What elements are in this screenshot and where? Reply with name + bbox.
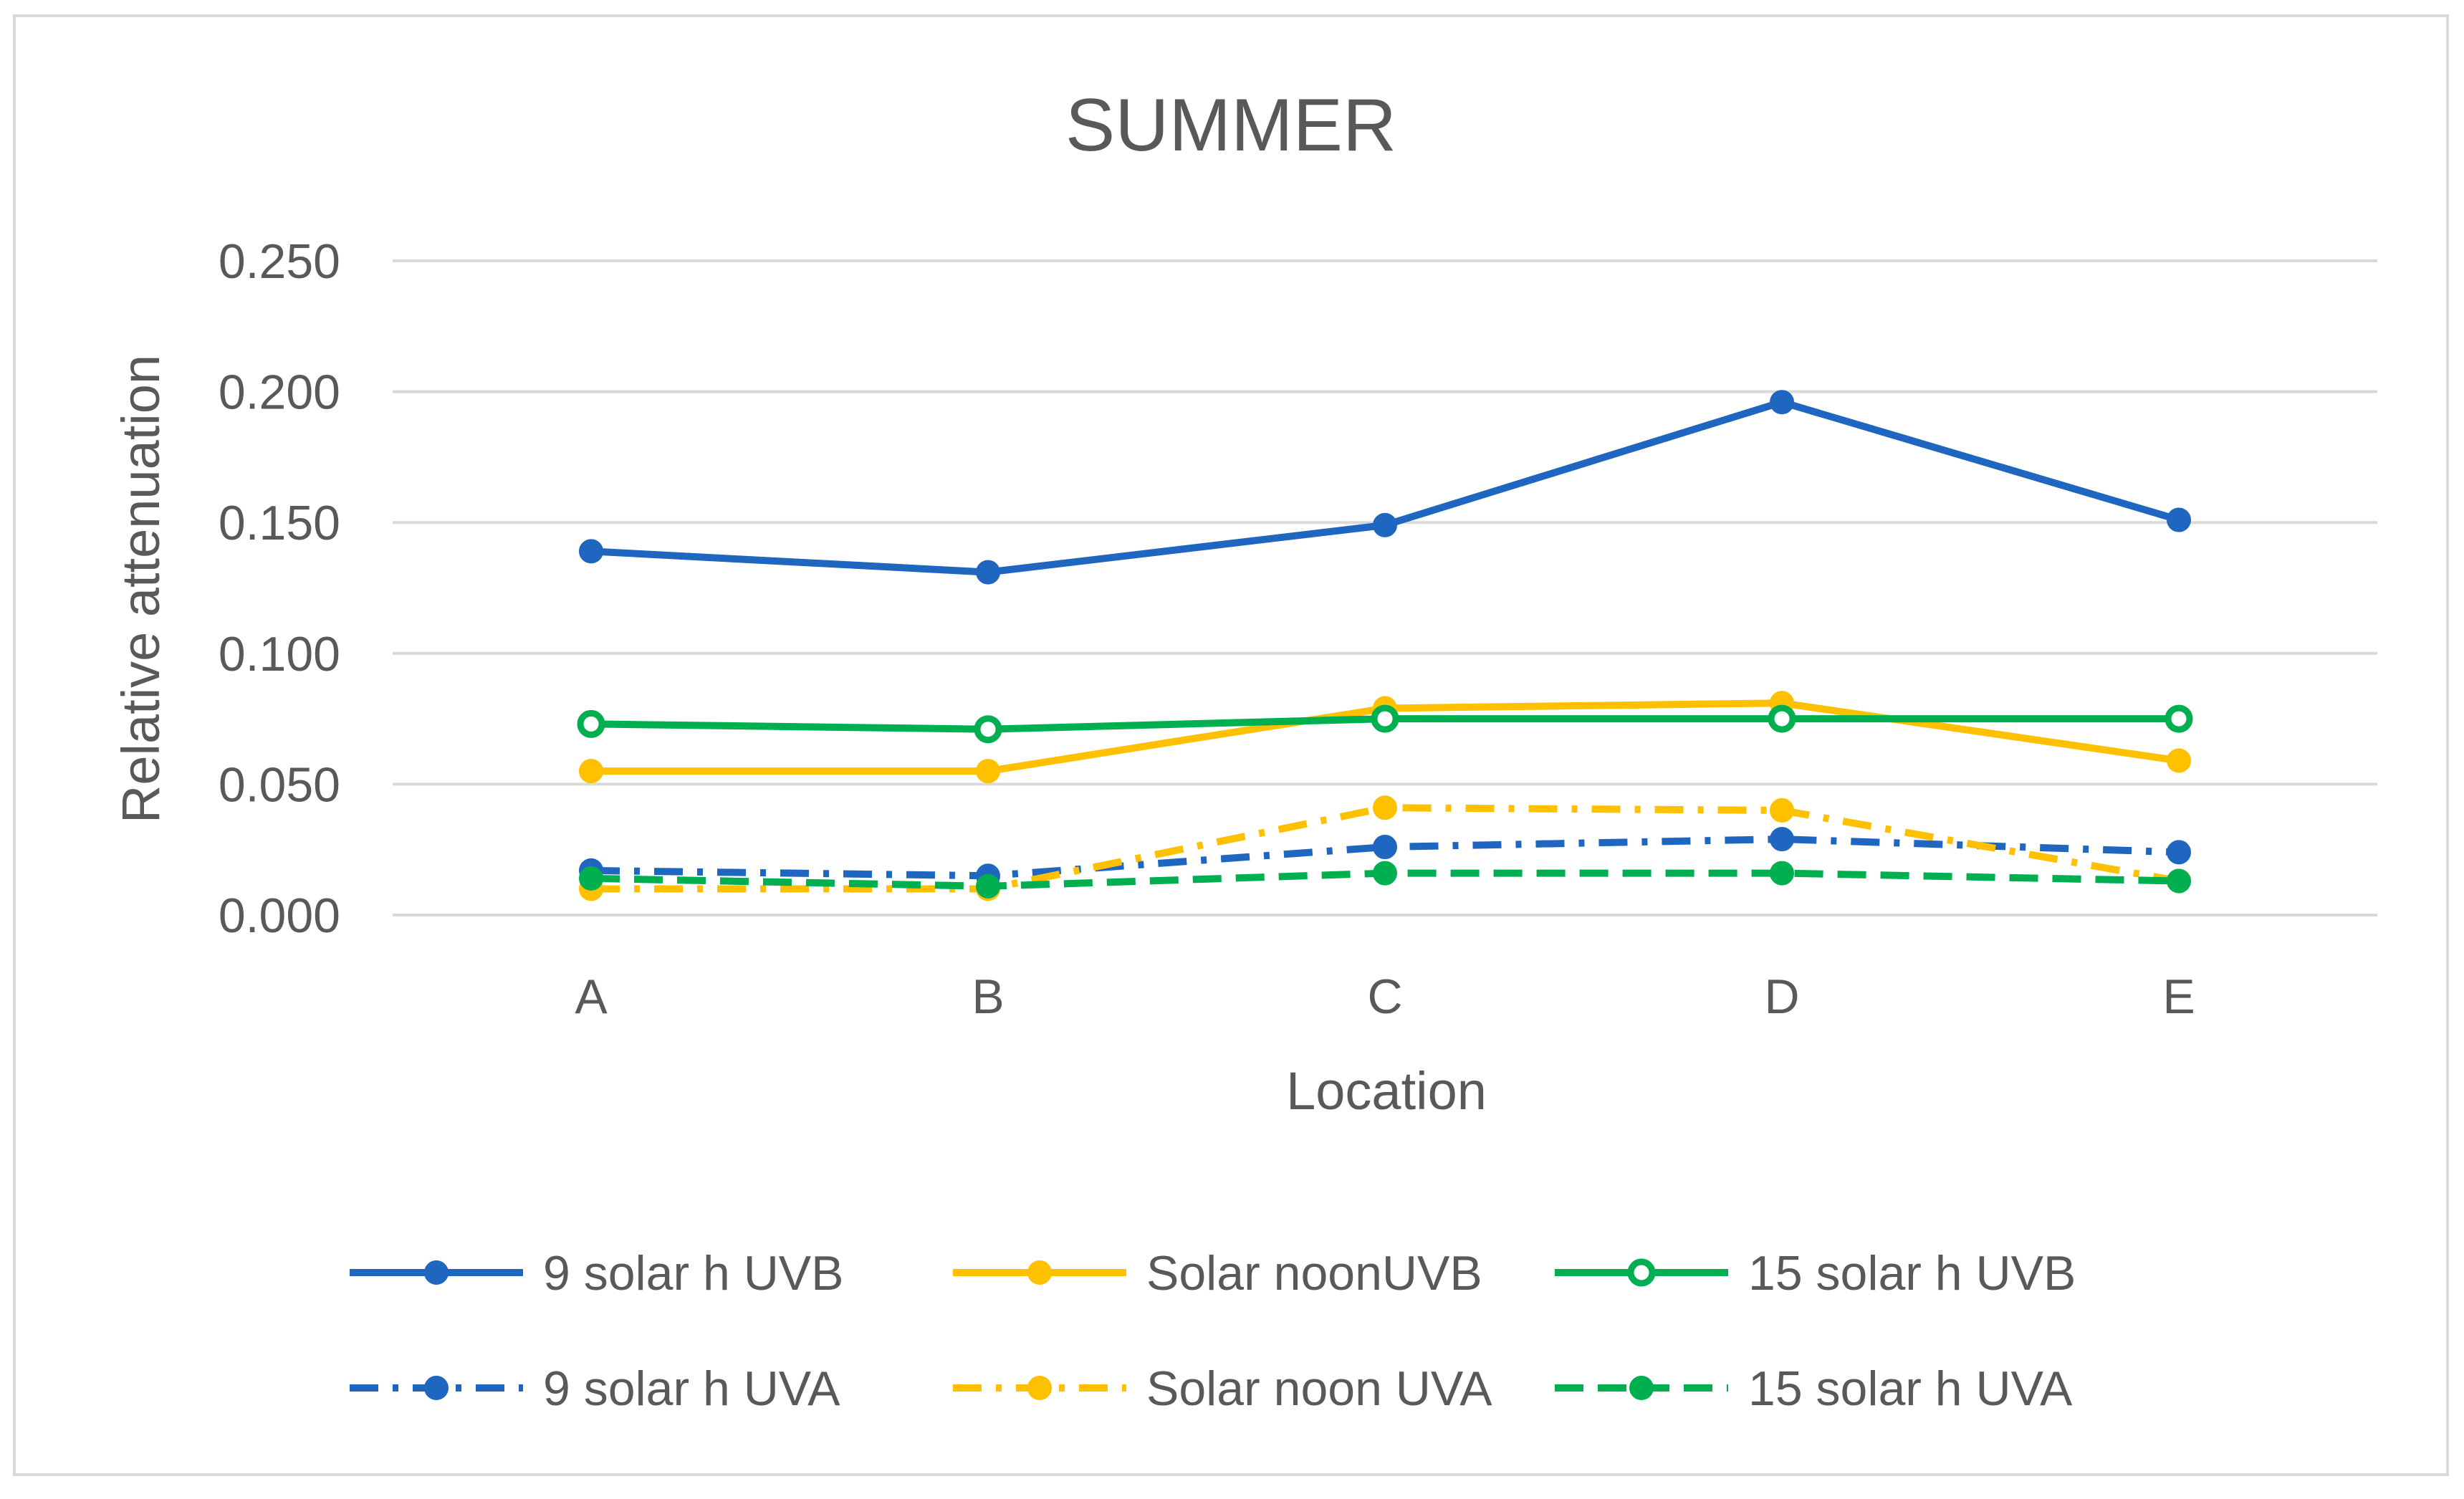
chart-title: SUMMER (1065, 84, 1396, 167)
legend-label: 15 solar h UVB (1748, 1246, 2076, 1301)
x-tick-label: B (972, 969, 1004, 1024)
series-1 (579, 390, 2191, 585)
legend-swatch-marker (1027, 1376, 1052, 1400)
data-point (2167, 868, 2191, 894)
y-tick-label: 0.050 (219, 757, 340, 812)
legend-swatch-marker (424, 1376, 449, 1400)
legend: 9 solar h UVB Solar noonUVB 15 solar h UVB… (350, 1246, 2076, 1416)
data-point (2167, 840, 2191, 865)
legend-entry: 9 solar h UVB (350, 1246, 844, 1301)
x-tick-label: A (575, 969, 608, 1024)
series-6 (579, 861, 2191, 899)
data-point (1373, 512, 1397, 537)
legend-swatch-marker (1027, 1260, 1052, 1285)
legend-swatch-marker (1627, 1258, 1656, 1287)
data-point (1770, 861, 1794, 886)
legend-entry: 9 solar h UVA (350, 1361, 840, 1416)
x-tick-label: E (2162, 969, 2195, 1024)
y-tick-label: 0.250 (219, 234, 340, 289)
series-line (590, 835, 2180, 880)
data-point (2165, 704, 2193, 733)
legend-label: 15 solar h UVA (1748, 1361, 2073, 1416)
series-lines (577, 390, 2193, 901)
legend-label: Solar noon UVA (1146, 1361, 1492, 1416)
data-point (1770, 390, 1794, 415)
series-line (588, 398, 2182, 576)
data-point (974, 715, 1002, 744)
data-point (1373, 795, 1397, 820)
data-point (1770, 798, 1794, 823)
data-point (976, 873, 1000, 899)
legend-entry: 15 solar h UVA (1555, 1361, 2073, 1416)
data-point (577, 709, 605, 738)
y-tick-label: 0.100 (219, 627, 340, 681)
y-tick-label: 0.000 (219, 889, 340, 943)
y-tick-label: 0.200 (219, 365, 340, 420)
data-point (1373, 835, 1397, 860)
legend-label: 9 solar h UVB (543, 1246, 844, 1301)
y-axis-ticks: 0.000 0.050 0.100 0.150 0.200 0.250 (219, 234, 340, 943)
data-point (2167, 748, 2191, 773)
legend-label: Solar noonUVB (1146, 1246, 1482, 1301)
gridlines (393, 259, 2377, 916)
data-point (2167, 507, 2191, 532)
legend-label: 9 solar h UVA (543, 1361, 840, 1416)
legend-entry: 15 solar h UVB (1555, 1246, 2076, 1301)
legend-entry: Solar noon UVA (953, 1361, 1492, 1416)
data-point (1373, 861, 1397, 886)
x-tick-label: D (1764, 969, 1799, 1024)
x-axis-title: Location (1286, 1061, 1487, 1121)
y-axis-title: Relative attenuation (111, 355, 171, 823)
data-point (976, 759, 1000, 784)
data-point (1371, 704, 1399, 733)
x-axis-ticks: A B C D E (575, 969, 2195, 1024)
data-point (1768, 704, 1796, 733)
chart-frame (13, 14, 2449, 1476)
legend-swatch-marker (424, 1260, 449, 1285)
data-point (579, 759, 603, 784)
legend-entry: Solar noonUVB (953, 1246, 1482, 1301)
series-3 (577, 704, 2193, 744)
data-point (579, 866, 603, 891)
data-point (1770, 827, 1794, 852)
data-point (579, 539, 603, 564)
legend-swatch-marker (1629, 1376, 1654, 1400)
x-tick-label: C (1367, 969, 1402, 1024)
y-tick-label: 0.150 (219, 496, 340, 550)
data-point (976, 560, 1000, 585)
